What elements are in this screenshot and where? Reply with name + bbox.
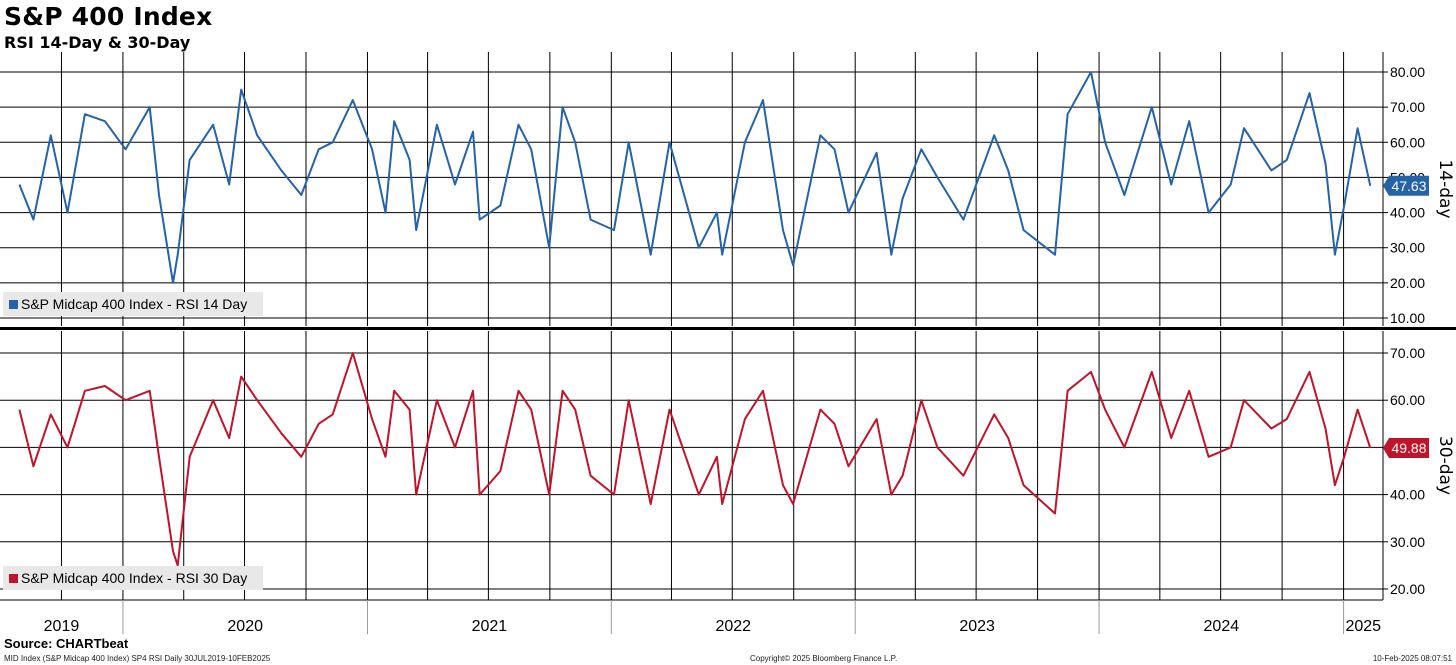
security-description: MID Index (S&P Midcap 400 Index) SP4 RSI…: [4, 654, 271, 663]
y-tick-label: 20.00: [1390, 581, 1425, 597]
x-tick-label: 2021: [472, 618, 508, 635]
x-axis: 2019 2020 2021 2022 2023 2024 2025: [0, 327, 1456, 635]
y-tick-label: 20.00: [1390, 275, 1425, 291]
last-value-badge: [1383, 437, 1429, 458]
chart-title: S&P 400 Index: [4, 2, 213, 31]
rsi-30-line: [18, 352, 1372, 567]
timestamp: 10-Feb-2025 08:07:51: [1372, 654, 1452, 663]
y-tick-label: 60.00: [1390, 134, 1425, 150]
last-value-label: 49.88: [1391, 440, 1426, 456]
x-tick-label: 2022: [715, 618, 751, 635]
y-tick-label: 30.00: [1390, 240, 1425, 256]
axis-title: 30-day: [1435, 436, 1455, 495]
chart-subtitle: RSI 14-Day & 30-Day: [4, 33, 191, 52]
x-tick-label: 2020: [227, 618, 263, 635]
rsi-14-panel: 80.0070.0060.0050.0040.0030.0020.0010.00…: [0, 52, 1455, 326]
y-tick-label: 40.00: [1390, 487, 1425, 503]
legend-label: S&P Midcap 400 Index - RSI 30 Day: [21, 570, 247, 586]
last-value-label: 47.63: [1391, 178, 1426, 194]
rsi-14-line: [18, 71, 1372, 284]
y-tick-label: 60.00: [1390, 392, 1425, 408]
copyright-note: Copyright© 2025 Bloomberg Finance L.P.: [750, 654, 898, 663]
x-tick-label: 2019: [44, 618, 80, 635]
axis-title: 14-day: [1435, 159, 1455, 218]
y-tick-label: 30.00: [1390, 534, 1425, 550]
x-tick-label: 2024: [1204, 618, 1240, 635]
legend-swatch: [9, 574, 18, 583]
last-value-badge: [1383, 175, 1429, 196]
y-tick-label: 40.00: [1390, 205, 1425, 221]
source-note: Source: CHARTbeat: [4, 636, 129, 651]
legend-box: [3, 566, 263, 590]
y-tick-label: 70.00: [1390, 345, 1425, 361]
rsi-30-panel: 70.0060.0050.0040.0030.0020.0049.8830-da…: [0, 331, 1455, 600]
y-tick-label: 10.00: [1390, 310, 1425, 326]
y-tick-label: 80.00: [1390, 64, 1425, 80]
x-tick-label: 2023: [959, 618, 995, 635]
legend-box: [3, 292, 263, 316]
legend-label: S&P Midcap 400 Index - RSI 14 Day: [21, 296, 247, 312]
legend-swatch: [9, 300, 18, 309]
x-tick-label: 2025: [1345, 618, 1381, 635]
y-tick-label: 70.00: [1390, 99, 1425, 115]
